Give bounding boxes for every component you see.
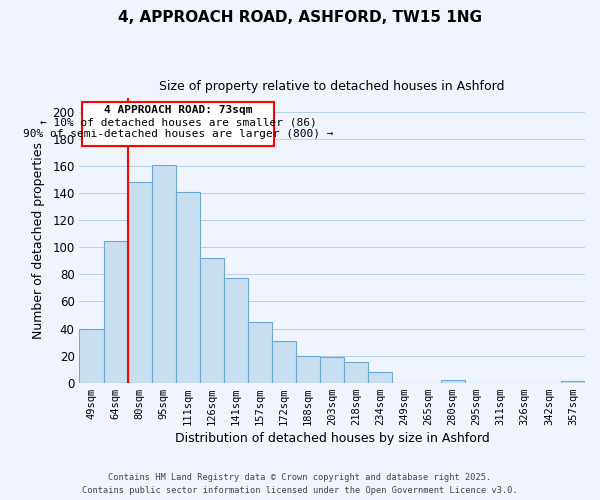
Bar: [344, 362, 368, 382]
Text: Contains HM Land Registry data © Crown copyright and database right 2025.
Contai: Contains HM Land Registry data © Crown c…: [82, 474, 518, 495]
Title: Size of property relative to detached houses in Ashford: Size of property relative to detached ho…: [160, 80, 505, 93]
Text: ← 10% of detached houses are smaller (86): ← 10% of detached houses are smaller (86…: [40, 118, 317, 128]
Bar: [128, 182, 152, 382]
Bar: [104, 240, 128, 382]
Bar: [296, 356, 320, 382]
Bar: [79, 328, 104, 382]
Bar: [152, 164, 176, 382]
Text: 90% of semi-detached houses are larger (800) →: 90% of semi-detached houses are larger (…: [23, 130, 334, 140]
Bar: [176, 192, 200, 382]
Bar: [440, 380, 464, 382]
Bar: [224, 278, 248, 382]
X-axis label: Distribution of detached houses by size in Ashford: Distribution of detached houses by size …: [175, 432, 490, 445]
Text: 4, APPROACH ROAD, ASHFORD, TW15 1NG: 4, APPROACH ROAD, ASHFORD, TW15 1NG: [118, 10, 482, 25]
Bar: [248, 322, 272, 382]
Bar: [368, 372, 392, 382]
Bar: [320, 357, 344, 382]
Bar: [272, 340, 296, 382]
Text: 4 APPROACH ROAD: 73sqm: 4 APPROACH ROAD: 73sqm: [104, 105, 253, 115]
Y-axis label: Number of detached properties: Number of detached properties: [32, 142, 45, 339]
FancyBboxPatch shape: [82, 102, 274, 146]
Bar: [200, 258, 224, 382]
